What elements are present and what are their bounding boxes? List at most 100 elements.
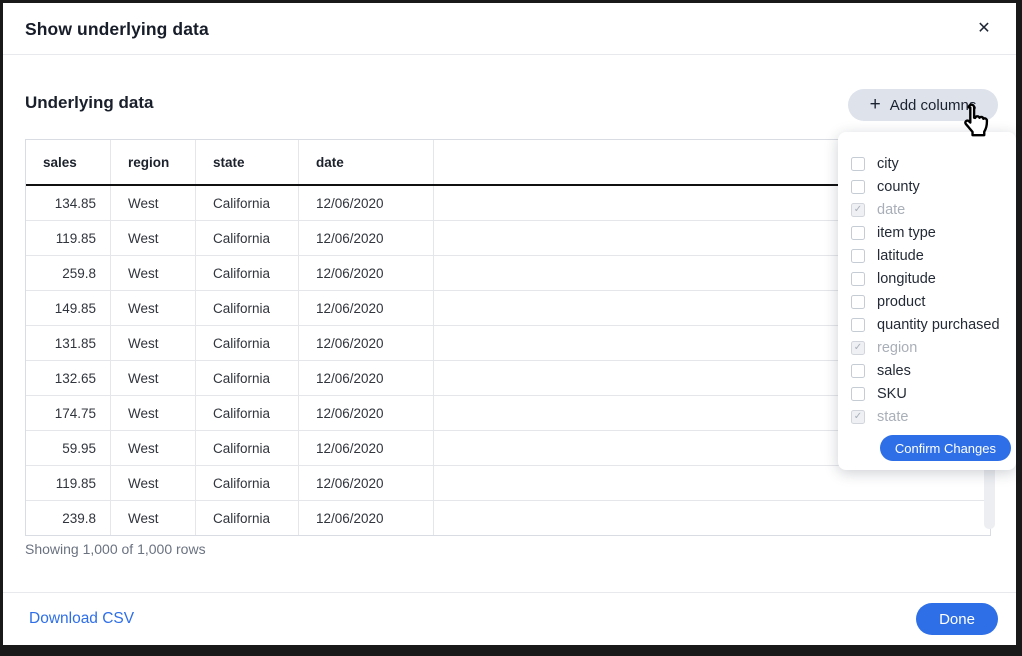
table-row: 119.85 West California 12/06/2020 [26,466,990,501]
close-button[interactable]: ✕ [972,17,996,41]
table-cell: West [111,361,196,395]
table-cell [434,466,990,500]
table-cell: West [111,326,196,360]
checkbox-icon[interactable] [851,386,865,401]
column-option[interactable]: SKU [838,382,1016,405]
table-cell: 12/06/2020 [299,291,434,325]
underlying-data-table: sales region state date 134.85 West Californi… [25,139,991,536]
table-cell: California [196,501,299,535]
table-cell: California [196,396,299,430]
column-option-label: date [877,201,906,218]
column-option[interactable]: city [838,152,1016,175]
download-csv-link[interactable]: Download CSV [29,610,135,627]
column-option-label: SKU [877,385,907,402]
column-header: region [111,140,196,184]
close-icon: ✕ [977,20,991,37]
checkbox-icon[interactable] [851,225,865,240]
column-option[interactable]: item type [838,221,1016,244]
column-option[interactable]: county [838,175,1016,198]
confirm-changes-button[interactable]: Confirm Changes [879,435,1011,461]
table-cell: 12/06/2020 [299,361,434,395]
checkbox-icon[interactable] [851,156,865,171]
column-option-label: latitude [877,247,924,264]
table-row: 119.85 West California 12/06/2020 [26,221,990,256]
table-cell: 119.85 [26,466,111,500]
page-title: Underlying data [25,93,154,112]
add-columns-button[interactable]: + Add columns [848,89,998,121]
table-cell: 12/06/2020 [299,501,434,535]
column-option[interactable]: quantity purchased [838,313,1016,336]
table-cell: West [111,396,196,430]
column-header: sales [26,140,111,184]
checkbox-icon[interactable] [851,179,865,194]
add-columns-menu-items: city county ✓ date item type latitude longitud… [838,152,1016,428]
table-cell: 12/06/2020 [299,186,434,220]
column-option-label: sales [877,362,911,379]
table-cell: 239.8 [26,501,111,535]
table-cell: 259.8 [26,256,111,290]
table-cell: California [196,431,299,465]
add-columns-label: Add columns [889,96,977,114]
dialog-title: Show underlying data [25,19,209,39]
checkbox-icon[interactable] [851,248,865,263]
table-cell: California [196,221,299,255]
checkbox-checked-icon[interactable]: ✓ [851,409,865,424]
checkbox-checked-icon[interactable]: ✓ [851,202,865,217]
table-cell: 134.85 [26,186,111,220]
table-cell: California [196,256,299,290]
table-cell: 119.85 [26,221,111,255]
column-option[interactable]: ✓ date [838,198,1016,221]
column-option-label: city [877,155,899,172]
table-cell: West [111,466,196,500]
dialog-footer: Download CSV Done [3,592,1016,645]
table-row: 59.95 West California 12/06/2020 [26,431,990,466]
column-option-label: item type [877,224,936,241]
table-cell: West [111,221,196,255]
column-option[interactable]: longitude [838,267,1016,290]
column-option[interactable]: ✓ state [838,405,1016,428]
show-underlying-data-dialog: Show underlying data ✕ Underlying data +… [3,3,1016,645]
table-cell: 131.85 [26,326,111,360]
done-button[interactable]: Done [916,603,998,635]
column-header: date [299,140,434,184]
table-cell: California [196,361,299,395]
column-option-label: county [877,178,920,195]
column-option-label: region [877,339,918,356]
table-cell: 12/06/2020 [299,221,434,255]
table-cell: California [196,466,299,500]
table-cell: 174.75 [26,396,111,430]
column-option-label: state [877,408,909,425]
table-cell: West [111,291,196,325]
column-option[interactable]: product [838,290,1016,313]
checkbox-checked-icon[interactable]: ✓ [851,340,865,355]
checkbox-icon[interactable] [851,294,865,309]
table-cell: 59.95 [26,431,111,465]
checkbox-icon[interactable] [851,363,865,378]
table-row: 132.65 West California 12/06/2020 [26,361,990,396]
table-cell [434,501,990,535]
row-count-status: Showing 1,000 of 1,000 rows [25,541,206,557]
table-cell: California [196,326,299,360]
table-cell: 12/06/2020 [299,256,434,290]
table-cell: 12/06/2020 [299,326,434,360]
table-cell: 12/06/2020 [299,396,434,430]
add-columns-menu: city county ✓ date item type latitude longitud… [838,132,1016,470]
checkbox-icon[interactable] [851,271,865,286]
table-row: 149.85 West California 12/06/2020 [26,291,990,326]
table-cell: 132.65 [26,361,111,395]
column-option[interactable]: ✓ region [838,336,1016,359]
column-header: state [196,140,299,184]
table-cell: California [196,186,299,220]
table-cell: California [196,291,299,325]
table-row: 134.85 West California 12/06/2020 [26,186,990,221]
table-cell: 12/06/2020 [299,431,434,465]
table-cell: West [111,256,196,290]
column-option[interactable]: latitude [838,244,1016,267]
table-cell: West [111,186,196,220]
column-option-label: quantity purchased [877,316,1000,333]
table-cell: West [111,501,196,535]
table-row: 259.8 West California 12/06/2020 [26,256,990,291]
column-option-label: product [877,293,926,310]
column-option[interactable]: sales [838,359,1016,382]
checkbox-icon[interactable] [851,317,865,332]
